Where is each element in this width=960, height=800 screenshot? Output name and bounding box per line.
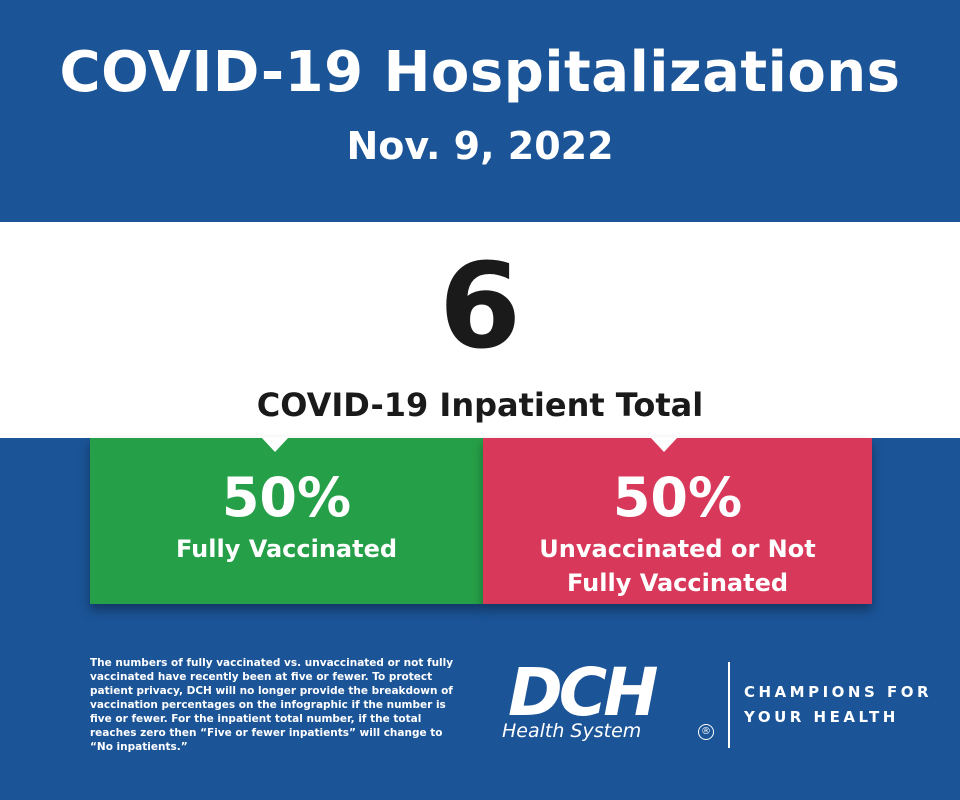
unvaccinated-percent: 50%: [612, 466, 743, 529]
page-title: COVID-19 Hospitalizations: [59, 40, 901, 105]
privacy-footnote: The numbers of fully vaccinated vs. unva…: [90, 657, 454, 753]
brand-tagline: CHAMPIONS FOR YOUR HEALTH: [744, 680, 932, 730]
inpatient-total-panel: [0, 222, 960, 438]
logo-divider: [728, 662, 730, 748]
inpatient-total-label: COVID-19 Inpatient Total: [256, 386, 704, 424]
unvaccinated-label-line1: Unvaccinated or Not: [539, 535, 816, 563]
fully-vaccinated-percent: 50%: [221, 466, 352, 529]
pointer-arrow-left: [261, 437, 289, 452]
dch-logo: DCH Health System ®: [502, 654, 722, 752]
report-date: Nov. 9, 2022: [346, 124, 614, 168]
fully-vaccinated-box: 50% Fully Vaccinated: [90, 438, 483, 604]
inpatient-total-number: 6: [438, 237, 522, 375]
unvaccinated-box: 50% Unvaccinated or Not Fully Vaccinated: [483, 438, 872, 604]
tagline-line2: YOUR HEALTH: [744, 708, 899, 726]
dch-logo-subtext: Health System: [502, 720, 642, 742]
unvaccinated-label-line2: Fully Vaccinated: [566, 569, 789, 597]
registered-mark: ®: [698, 724, 714, 740]
unvaccinated-label: Unvaccinated or Not Fully Vaccinated: [483, 532, 872, 600]
dch-logo-text: DCH: [508, 654, 658, 731]
fully-vaccinated-label: Fully Vaccinated: [175, 535, 398, 563]
tagline-line1: CHAMPIONS FOR: [744, 683, 933, 701]
pointer-arrow-right: [650, 437, 678, 452]
